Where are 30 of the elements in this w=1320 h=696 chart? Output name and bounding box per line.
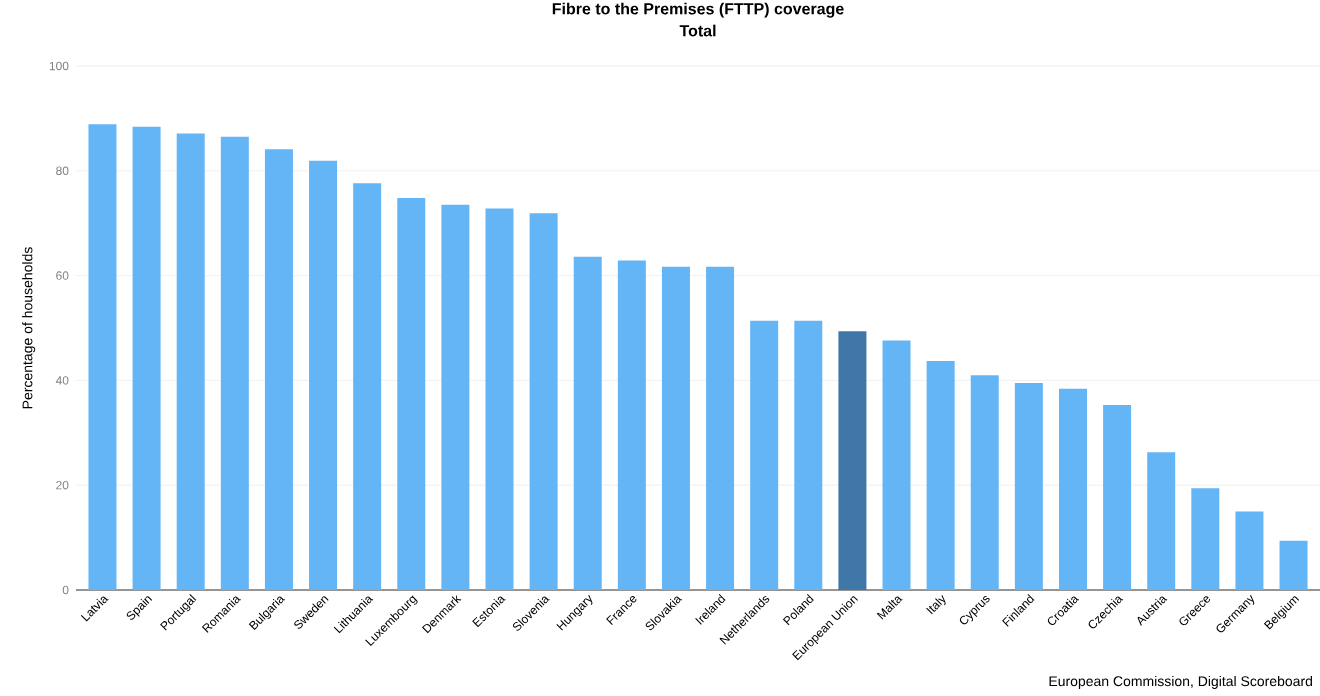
bar — [353, 183, 382, 590]
bar — [838, 331, 867, 590]
bar — [176, 133, 205, 590]
bar — [970, 375, 999, 590]
bar — [1014, 383, 1043, 590]
bar — [309, 160, 338, 590]
chart-title: Fibre to the Premises (FTTP) coverage — [552, 2, 844, 18]
bar — [1235, 511, 1264, 590]
bar — [926, 361, 955, 590]
bar — [485, 208, 514, 590]
bar — [1191, 488, 1220, 590]
bar — [1279, 540, 1308, 590]
bar — [706, 266, 735, 590]
bar — [220, 136, 249, 590]
bar — [529, 213, 558, 590]
bar — [573, 256, 602, 590]
bar — [882, 340, 911, 590]
bar — [1103, 405, 1132, 590]
bar — [617, 260, 646, 590]
bar — [132, 126, 161, 590]
chart-subtitle: Total — [679, 24, 716, 37]
bar — [441, 204, 470, 590]
bar — [661, 266, 690, 590]
bar — [750, 320, 779, 590]
bar — [794, 320, 823, 590]
bar — [397, 198, 426, 590]
bar — [264, 149, 293, 590]
bar — [88, 124, 117, 590]
bar — [1147, 452, 1176, 590]
bar — [1058, 388, 1087, 590]
